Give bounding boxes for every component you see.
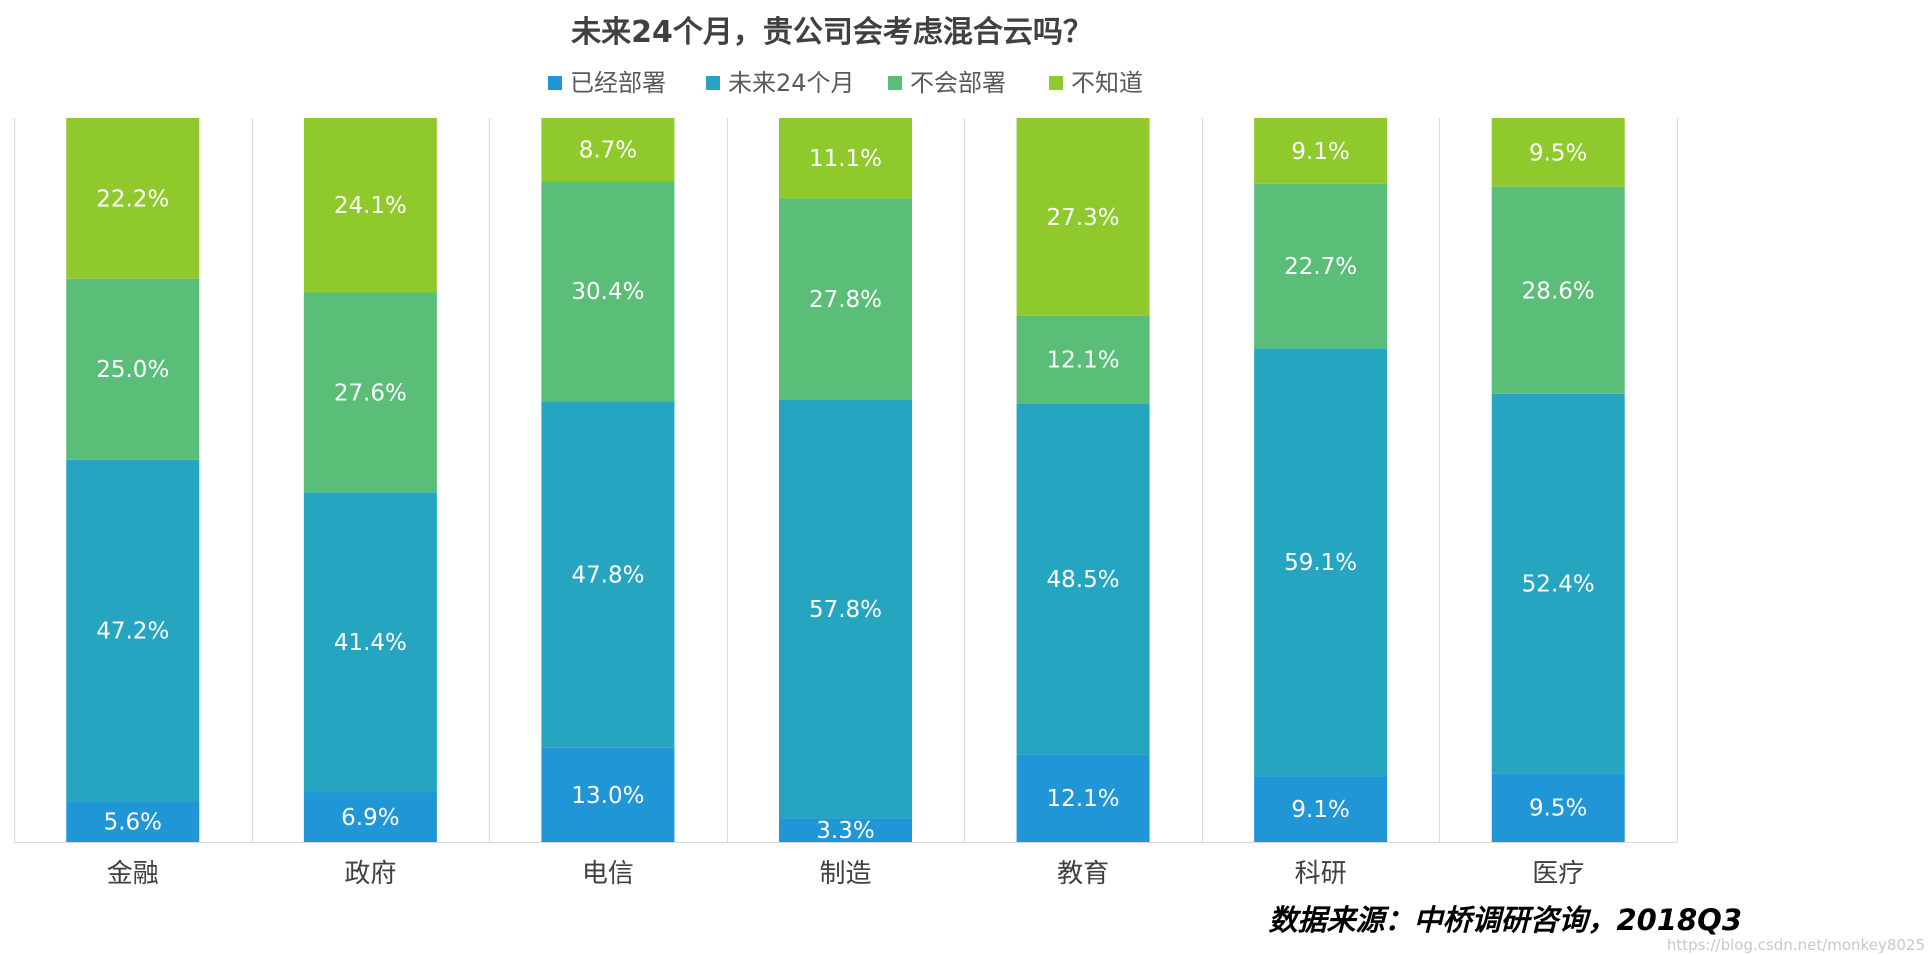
data-label: 27.8%	[809, 287, 882, 313]
legend-swatch	[888, 76, 902, 90]
data-label: 41.4%	[334, 630, 407, 656]
data-label: 27.6%	[334, 380, 407, 406]
bar-segment	[303, 492, 437, 793]
source-note: 数据来源：中桥调研咨询，2018Q3	[1268, 903, 1742, 937]
category-label: 政府	[344, 859, 396, 889]
bar-segment	[1491, 393, 1625, 774]
data-label: 8.7%	[579, 138, 637, 164]
bar-stack-5: 12.1% 48.5% 12.1% 27.3%	[1016, 118, 1150, 842]
category-label: 金融	[107, 859, 159, 889]
bar-segment	[66, 278, 200, 460]
category-label: 医疗	[1532, 859, 1584, 889]
legend: 已经部署 未来24个月 不会部署 不知道	[548, 69, 1143, 97]
bar-segment	[66, 118, 200, 279]
chart-title: 未来24个月，贵公司会考虑混合云吗？	[571, 15, 1093, 50]
data-label: 28.6%	[1522, 278, 1595, 304]
data-label: 27.3%	[1047, 205, 1120, 231]
bar-segment	[1254, 776, 1388, 842]
data-label: 9.5%	[1529, 796, 1587, 822]
data-label: 59.1%	[1284, 550, 1357, 576]
bar-segment	[1491, 186, 1625, 394]
data-label: 22.7%	[1284, 254, 1357, 280]
legend-label: 未来24个月	[728, 69, 855, 97]
legend-label: 不会部署	[910, 69, 1006, 97]
bar-segment	[779, 118, 912, 199]
bar-segment	[779, 198, 912, 400]
legend-label: 已经部署	[570, 69, 666, 97]
bar-segment	[303, 292, 437, 493]
bar-segment	[303, 792, 437, 842]
data-label: 5.6%	[104, 810, 162, 836]
data-label: 47.2%	[96, 619, 169, 645]
data-label: 30.4%	[571, 279, 644, 305]
bar-segment	[1254, 183, 1388, 349]
data-label: 25.0%	[96, 357, 169, 383]
data-label: 22.2%	[96, 186, 169, 212]
data-label: 13.0%	[571, 783, 644, 809]
bar-stack-3: 13.0% 47.8% 30.4% 8.7%	[541, 118, 675, 842]
bar-stack-7: 9.5% 52.4% 28.6% 9.5%	[1491, 118, 1625, 842]
bar-segment	[1016, 315, 1150, 404]
data-label: 11.1%	[809, 146, 882, 172]
data-label: 48.5%	[1047, 567, 1120, 593]
data-label: 47.8%	[571, 563, 644, 589]
bar-segment	[541, 181, 675, 402]
category-separators	[14, 118, 1678, 843]
data-label: 52.4%	[1522, 572, 1595, 598]
data-label: 6.9%	[341, 805, 399, 831]
legend-swatch	[706, 76, 720, 90]
bar-segment	[541, 118, 675, 182]
bar-segment	[541, 401, 675, 748]
data-label: 9.1%	[1291, 797, 1349, 823]
category-label: 制造	[819, 859, 871, 889]
bar-segment	[303, 118, 437, 293]
legend-swatch	[1049, 76, 1063, 90]
bar-stack-2: 6.9% 41.4% 27.6% 24.1%	[303, 118, 437, 842]
category-label: 科研	[1295, 859, 1347, 889]
legend-label: 不知道	[1071, 69, 1143, 97]
bar-segment	[1491, 118, 1625, 187]
data-label: 3.3%	[816, 818, 874, 844]
bar-stack-4: 3.3% 57.8% 27.8% 11.1%	[779, 118, 912, 844]
bar-stack-6: 9.1% 59.1% 22.7% 9.1%	[1254, 118, 1388, 842]
bars: 5.6% 47.2% 25.0% 22.2% 6.9% 41.4% 27.6% 24.1% 13…	[66, 118, 1625, 844]
bar-segment	[541, 747, 675, 842]
bar-segment	[1491, 773, 1625, 842]
bar-segment	[1254, 348, 1388, 777]
bar-segment	[1016, 403, 1150, 755]
data-label: 9.5%	[1529, 140, 1587, 166]
legend-swatch	[548, 76, 562, 90]
category-label: 电信	[582, 859, 634, 889]
bar-segment	[1016, 118, 1150, 316]
bar-segment	[1016, 754, 1150, 842]
data-label: 57.8%	[809, 597, 882, 623]
category-label: 教育	[1057, 859, 1109, 889]
bar-segment	[66, 801, 200, 842]
watermark: https://blog.csdn.net/monkey8025	[1667, 936, 1925, 954]
bar-stack-1: 5.6% 47.2% 25.0% 22.2%	[66, 118, 200, 842]
data-label: 12.1%	[1047, 347, 1120, 373]
bar-segment	[779, 818, 912, 842]
bar-segment	[66, 459, 200, 802]
data-label: 24.1%	[334, 193, 407, 219]
data-label: 9.1%	[1291, 139, 1349, 165]
bar-segment	[779, 399, 912, 819]
category-labels: 金融 政府 电信 制造 教育 科研 医疗	[107, 859, 1584, 889]
data-label: 12.1%	[1047, 786, 1120, 812]
bar-segment	[1254, 118, 1388, 184]
